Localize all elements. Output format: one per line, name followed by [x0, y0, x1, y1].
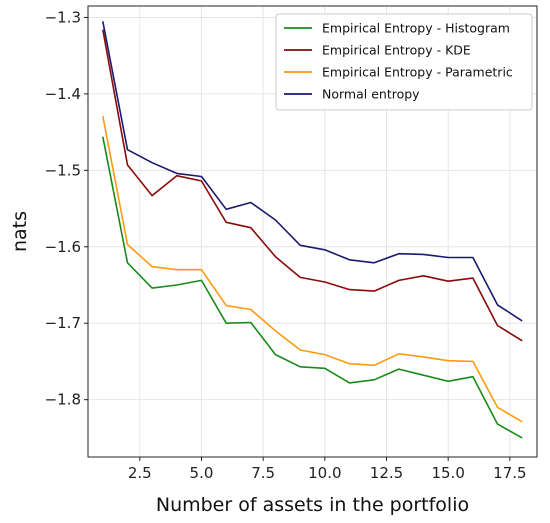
series-line-3: [102, 115, 523, 423]
y-tick-label: −1.7: [45, 314, 81, 332]
legend-label: Empirical Entropy - KDE: [322, 43, 471, 58]
y-tick-label: −1.6: [45, 238, 81, 256]
x-tick-label: 17.5: [493, 464, 526, 482]
legend-label: Empirical Entropy - Parametric: [322, 65, 513, 80]
x-tick-label: 7.5: [251, 464, 275, 482]
series-line-2: [102, 29, 523, 342]
y-axis-ticks: −1.3 −1.4 −1.5 −1.6 −1.7 −1.8: [45, 8, 88, 409]
y-axis-label: nats: [9, 211, 31, 252]
y-tick-label: −1.4: [45, 85, 81, 103]
x-tick-label: 2.5: [128, 464, 152, 482]
series-line-1: [102, 136, 523, 439]
x-tick-label: 10.0: [308, 464, 341, 482]
x-axis-label: Number of assets in the portfolio: [156, 494, 469, 516]
x-tick-label: 15.0: [431, 464, 464, 482]
plot-frame: [87, 5, 538, 458]
y-tick-label: −1.5: [45, 161, 81, 179]
x-tick-label: 5.0: [190, 464, 214, 482]
legend-box: [275, 13, 533, 111]
legend-label: Normal entropy: [322, 87, 420, 102]
legend: Empirical Entropy - Histogram Empirical E…: [275, 13, 533, 111]
x-tick-label: 12.5: [370, 464, 403, 482]
y-tick-label: −1.3: [45, 8, 81, 26]
y-tick-label: −1.8: [45, 391, 81, 409]
x-axis-ticks: 2.5 5.0 7.5 10.0 12.5 15.0 17.5: [128, 457, 527, 482]
legend-items: Empirical Entropy - Histogram Empirical E…: [284, 21, 513, 102]
series-lines: [102, 21, 523, 439]
legend-label: Empirical Entropy - Histogram: [322, 21, 510, 36]
series-line-4: [102, 21, 523, 322]
